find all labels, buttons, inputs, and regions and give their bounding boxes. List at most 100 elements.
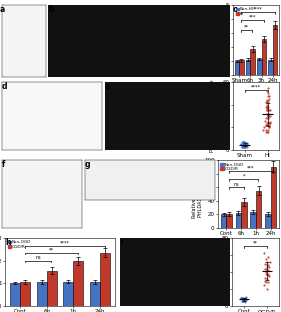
Point — [263, 118, 268, 123]
Point — [263, 267, 267, 272]
Point — [263, 261, 268, 266]
Point — [266, 114, 270, 119]
Point — [243, 143, 247, 148]
Point — [243, 296, 247, 301]
Point — [241, 143, 245, 148]
Point — [243, 143, 247, 148]
Point — [242, 298, 246, 303]
Point — [242, 144, 246, 149]
Point — [266, 264, 271, 269]
Bar — [256, 191, 262, 228]
Point — [241, 142, 245, 147]
Legend: Non-HI, HI: Non-HI, HI — [235, 7, 254, 17]
Legend: Non-OGD, OGD/R: Non-OGD, OGD/R — [220, 162, 245, 172]
Point — [264, 129, 268, 134]
Point — [267, 93, 271, 98]
Point — [263, 270, 268, 275]
Point — [240, 144, 244, 149]
Point — [265, 108, 269, 113]
Point — [239, 142, 244, 147]
Point — [242, 142, 246, 147]
Point — [265, 107, 269, 112]
Bar — [265, 214, 271, 228]
Text: f: f — [2, 160, 5, 169]
Point — [245, 141, 249, 146]
Point — [241, 141, 246, 146]
Point — [267, 125, 271, 130]
Point — [266, 105, 270, 110]
Point — [265, 273, 270, 278]
Point — [240, 139, 245, 144]
Point — [267, 123, 271, 128]
Point — [264, 100, 269, 105]
Point — [265, 93, 270, 98]
Point — [243, 142, 247, 147]
Point — [267, 125, 271, 130]
Text: ****: **** — [253, 7, 263, 12]
Point — [240, 296, 244, 301]
Point — [243, 142, 248, 147]
Text: d: d — [2, 82, 8, 91]
Bar — [250, 49, 255, 75]
Point — [267, 108, 271, 113]
Text: ***: *** — [249, 15, 256, 20]
Point — [262, 251, 267, 256]
Point — [241, 298, 245, 303]
Point — [264, 263, 269, 268]
Point — [264, 116, 269, 121]
Point — [239, 296, 244, 301]
Point — [268, 108, 272, 113]
Point — [262, 282, 266, 287]
Point — [241, 143, 245, 148]
Point — [245, 142, 249, 147]
Point — [267, 96, 271, 101]
Point — [241, 298, 245, 303]
Point — [244, 141, 248, 146]
Text: **: ** — [49, 247, 54, 252]
Point — [242, 141, 247, 146]
Point — [241, 144, 246, 149]
Text: h: h — [5, 238, 10, 247]
Point — [241, 141, 246, 146]
Point — [265, 111, 270, 116]
Bar — [20, 282, 30, 306]
Point — [243, 143, 247, 148]
Point — [240, 143, 244, 148]
Point — [241, 139, 245, 144]
Point — [242, 298, 246, 303]
Point — [244, 294, 248, 299]
Point — [244, 142, 248, 147]
Point — [239, 143, 244, 148]
Point — [262, 275, 267, 280]
Point — [241, 298, 246, 303]
Bar — [246, 60, 250, 75]
Point — [241, 142, 246, 147]
Point — [265, 280, 270, 285]
Bar — [47, 271, 57, 306]
Point — [243, 144, 248, 149]
Text: b: b — [48, 5, 53, 14]
Point — [261, 127, 266, 132]
Point — [268, 259, 273, 264]
Point — [265, 105, 269, 110]
Point — [266, 127, 270, 132]
Point — [265, 259, 269, 264]
Point — [264, 120, 269, 125]
Text: ***: *** — [247, 165, 255, 170]
Point — [264, 102, 269, 107]
Point — [266, 114, 270, 119]
Bar — [250, 212, 256, 228]
Point — [244, 143, 248, 148]
Point — [268, 119, 272, 124]
Point — [266, 119, 271, 124]
Bar — [239, 60, 244, 75]
Bar — [235, 213, 241, 228]
Bar — [235, 61, 239, 75]
Point — [267, 120, 271, 125]
Point — [265, 254, 270, 259]
Text: a: a — [0, 5, 5, 14]
Point — [241, 295, 245, 300]
Bar — [10, 283, 20, 306]
Point — [265, 111, 270, 116]
Bar — [221, 214, 226, 228]
